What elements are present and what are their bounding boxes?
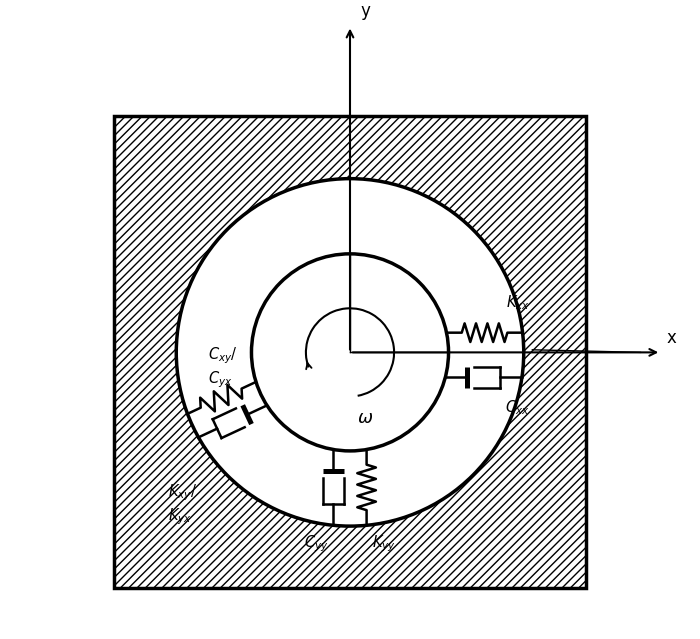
Text: $K_{yy}$: $K_{yy}$	[372, 533, 396, 554]
Text: $\omega$: $\omega$	[358, 410, 374, 427]
Text: $K_{xy}/$
$K_{yx}$: $K_{xy}/$ $K_{yx}$	[167, 483, 197, 527]
Text: $C_{xx}$: $C_{xx}$	[505, 398, 529, 417]
Text: $C_{yy}$: $C_{yy}$	[304, 533, 328, 554]
Text: $K_{xx}$: $K_{xx}$	[505, 293, 529, 312]
Bar	[114, 116, 586, 589]
Bar	[114, 116, 586, 589]
Text: $C_{xy}/$
$C_{yx}$: $C_{xy}/$ $C_{yx}$	[208, 346, 238, 390]
Text: x: x	[666, 329, 676, 347]
Circle shape	[251, 254, 449, 451]
Circle shape	[176, 179, 524, 526]
Text: y: y	[360, 3, 370, 20]
